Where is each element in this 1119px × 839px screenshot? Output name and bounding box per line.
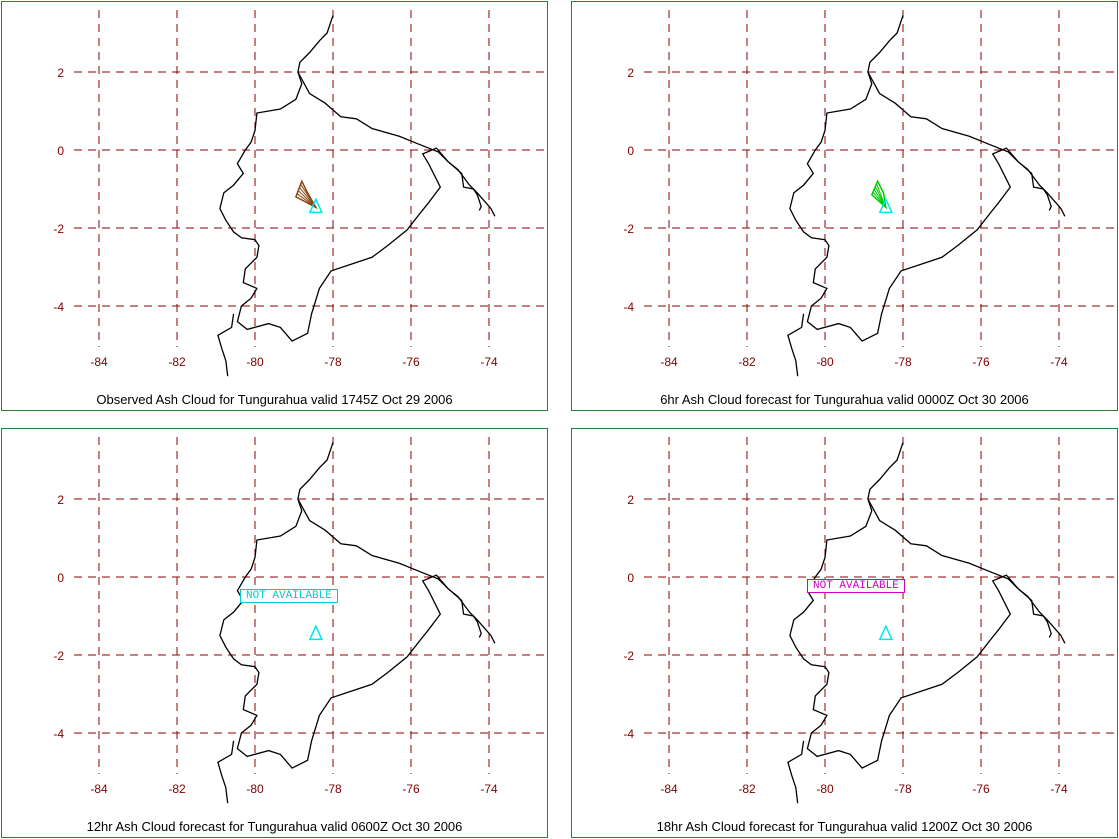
lat-tick-label: 0 bbox=[627, 144, 634, 158]
lat-tick-label: 2 bbox=[627, 493, 634, 507]
map-canvas: 2 0 -2 -4 -84 -82 -80 -78 -76 -74 bbox=[53, 10, 547, 377]
lon-tick-label: -74 bbox=[480, 782, 498, 796]
lat-tick-label: -2 bbox=[623, 222, 634, 236]
lat-tick-label: 0 bbox=[57, 571, 64, 585]
lon-tick-label: -80 bbox=[816, 782, 834, 796]
lat-tick-label: -4 bbox=[53, 300, 64, 314]
country-border bbox=[789, 15, 1052, 342]
volcano-marker-icon bbox=[308, 624, 324, 641]
coastline-south bbox=[787, 313, 805, 377]
lat-tick-label: -2 bbox=[53, 649, 64, 663]
ash-cloud-polygon bbox=[294, 179, 318, 210]
not-available-label: NOT AVAILABLE bbox=[240, 589, 338, 603]
country-border-east bbox=[297, 71, 496, 217]
lon-tick-label: -76 bbox=[972, 355, 990, 369]
volcano-marker-icon bbox=[878, 197, 894, 214]
country-border bbox=[219, 15, 482, 342]
panel-caption: 18hr Ash Cloud forecast for Tungurahua v… bbox=[656, 819, 1033, 834]
country-border-east bbox=[867, 498, 1066, 644]
volcano-marker-icon bbox=[308, 197, 324, 214]
lat-tick-label: 0 bbox=[627, 571, 634, 585]
map-panel-18hr: 2 0 -2 -4 -84 -82 -80 -78 -76 -74 NOT AVAILABLE 1… bbox=[571, 428, 1118, 838]
map-canvas: 2 0 -2 -4 -84 -82 -80 -78 -76 -74 bbox=[623, 437, 1117, 804]
lon-tick-label: -82 bbox=[168, 782, 186, 796]
country-border-east bbox=[867, 71, 1066, 217]
lon-tick-label: -74 bbox=[1050, 355, 1068, 369]
lon-tick-label: -82 bbox=[738, 782, 756, 796]
country-border bbox=[789, 442, 1052, 769]
lat-tick-label: -4 bbox=[53, 727, 64, 741]
lon-tick-label: -84 bbox=[90, 355, 108, 369]
lon-tick-label: -78 bbox=[324, 782, 342, 796]
lat-tick-label: -2 bbox=[53, 222, 64, 236]
not-available-label: NOT AVAILABLE bbox=[807, 579, 905, 593]
lat-tick-label: -4 bbox=[623, 300, 634, 314]
lat-tick-label: -2 bbox=[623, 649, 634, 663]
coastline-south bbox=[217, 740, 235, 804]
lon-tick-label: -82 bbox=[738, 355, 756, 369]
lat-tick-label: 2 bbox=[57, 493, 64, 507]
map-canvas: 2 0 -2 -4 -84 -82 -80 -78 -76 -74 bbox=[623, 10, 1117, 377]
map-panel-12hr: 2 0 -2 -4 -84 -82 -80 -78 -76 -74 NOT AVAILABLE 1… bbox=[1, 428, 548, 838]
panel-caption: 12hr Ash Cloud forecast for Tungurahua v… bbox=[86, 819, 463, 834]
lon-tick-label: -80 bbox=[246, 782, 264, 796]
lon-tick-label: -76 bbox=[402, 355, 420, 369]
lon-tick-label: -76 bbox=[972, 782, 990, 796]
lon-tick-label: -76 bbox=[402, 782, 420, 796]
map-panel-6hr: 2 0 -2 -4 -84 -82 -80 -78 -76 -74 6hr Ash Cloud f… bbox=[571, 1, 1118, 411]
lon-tick-label: -80 bbox=[816, 355, 834, 369]
lon-tick-label: -74 bbox=[1050, 782, 1068, 796]
map-panel-observed: 2 0 -2 -4 -84 -82 -80 -78 -76 -74 Observed Ash Cl… bbox=[1, 1, 548, 411]
map-canvas: 2 0 -2 -4 -84 -82 -80 -78 -76 -74 bbox=[53, 437, 547, 804]
lat-tick-label: 0 bbox=[57, 144, 64, 158]
lat-tick-label: 2 bbox=[627, 66, 634, 80]
lon-tick-label: -74 bbox=[480, 355, 498, 369]
lon-tick-label: -78 bbox=[324, 355, 342, 369]
lon-tick-label: -82 bbox=[168, 355, 186, 369]
country-border bbox=[219, 442, 482, 769]
volcano-marker-icon bbox=[878, 624, 894, 641]
coastline-south bbox=[217, 313, 235, 377]
coastline-south bbox=[787, 740, 805, 804]
lon-tick-label: -84 bbox=[660, 782, 678, 796]
ash-cloud-polygon bbox=[870, 179, 887, 210]
panel-caption: 6hr Ash Cloud forecast for Tungurahua va… bbox=[660, 392, 1029, 407]
lon-tick-label: -84 bbox=[90, 782, 108, 796]
lon-tick-label: -80 bbox=[246, 355, 264, 369]
lat-tick-label: 2 bbox=[57, 66, 64, 80]
lon-tick-label: -84 bbox=[660, 355, 678, 369]
lon-tick-label: -78 bbox=[894, 782, 912, 796]
country-border-east bbox=[297, 498, 496, 644]
lon-tick-label: -78 bbox=[894, 355, 912, 369]
lat-tick-label: -4 bbox=[623, 727, 634, 741]
panel-caption: Observed Ash Cloud for Tungurahua valid … bbox=[96, 392, 453, 407]
